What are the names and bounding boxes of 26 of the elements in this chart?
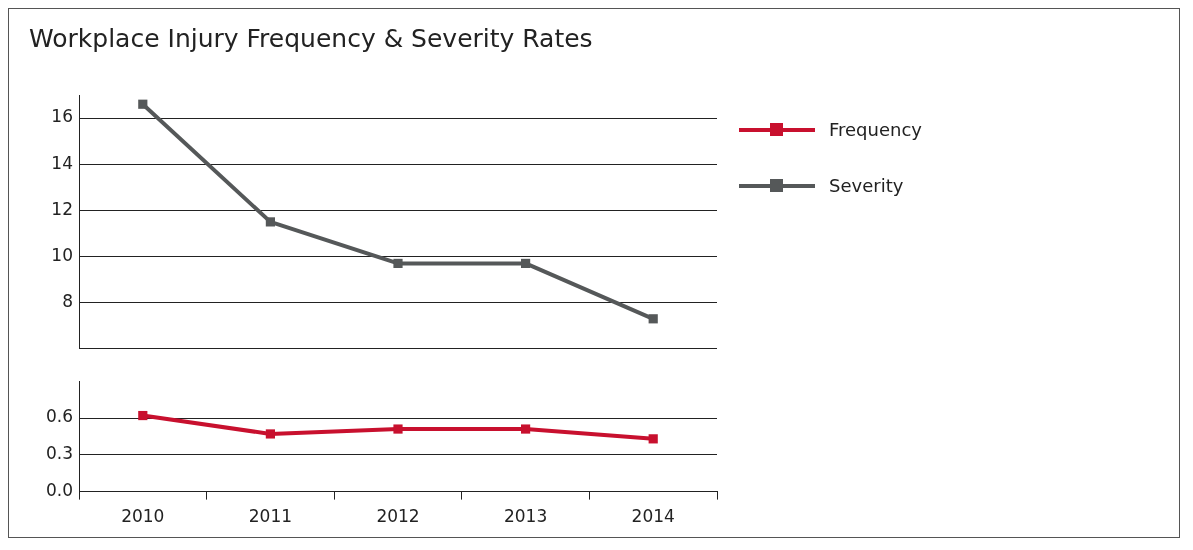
y-tick-label: 0.6 — [45, 406, 73, 427]
x-tick-label: 2013 — [503, 506, 548, 527]
legend-label: Severity — [829, 174, 904, 196]
point — [521, 424, 531, 434]
x-tick-label: 2011 — [248, 506, 293, 527]
point — [648, 314, 658, 324]
point — [138, 99, 148, 109]
y-tick-label: 0.3 — [45, 443, 73, 464]
point — [138, 410, 148, 421]
y-tick-label: 12 — [51, 198, 73, 219]
point — [265, 429, 275, 439]
y-tick-label: 8 — [62, 291, 73, 312]
y-tick-label: 10 — [51, 244, 73, 265]
point — [265, 217, 275, 227]
point — [521, 258, 531, 269]
x-tick-label: 2012 — [376, 506, 420, 527]
chart-title: Workplace Injury Frequency & Severity Rates — [29, 23, 593, 53]
legend-label: Frequency — [829, 118, 922, 140]
point — [393, 258, 403, 269]
y-tick-label: 0.0 — [45, 480, 73, 501]
y-tick-label: 16 — [51, 106, 73, 127]
point — [393, 424, 403, 434]
x-tick-label: 2014 — [631, 506, 675, 527]
point — [648, 434, 658, 444]
x-tick-label: 2010 — [121, 506, 165, 527]
y-tick-label: 14 — [51, 152, 73, 173]
